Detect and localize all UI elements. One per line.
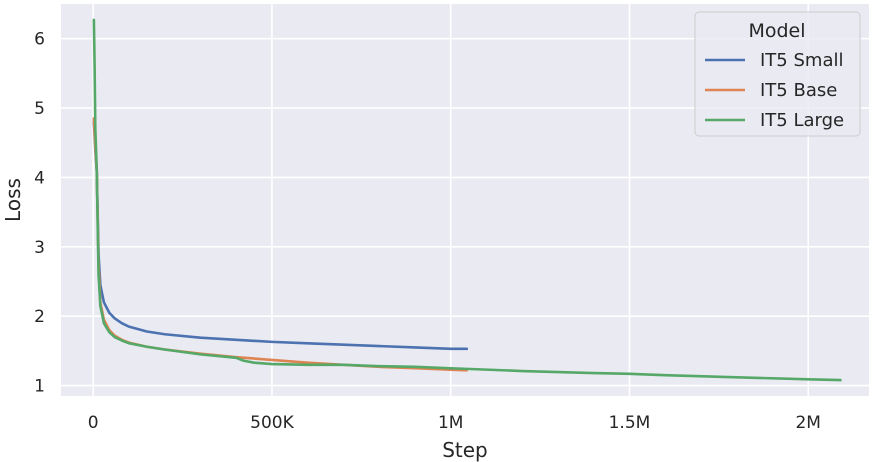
legend-box (694, 11, 861, 137)
y-tick-label: 2 (34, 307, 45, 327)
x-tick-label: 500K (250, 413, 294, 433)
series-lines (92, 18, 842, 382)
x-axis-ticks: 0 500K 1M 1.5M 2M (88, 413, 821, 433)
x-axis-title: Step (442, 438, 488, 462)
y-tick-label: 4 (34, 168, 45, 188)
series-line-it5-large (92, 18, 842, 382)
legend-label: IT5 Base (760, 80, 837, 101)
legend-label: IT5 Large (760, 110, 844, 131)
y-tick-label: 6 (34, 30, 45, 50)
y-tick-label: 1 (34, 377, 45, 397)
x-tick-label: 0 (88, 413, 99, 433)
legend: Model IT5 Small IT5 Base IT5 Large (694, 11, 861, 137)
x-tick-label: 2M (795, 413, 820, 433)
y-tick-label: 3 (34, 238, 45, 258)
x-tick-label: 1M (438, 413, 463, 433)
legend-items: IT5 Small IT5 Base IT5 Large (705, 50, 844, 131)
legend-item: IT5 Small (705, 50, 843, 71)
x-tick-label: 1.5M (609, 413, 651, 433)
y-tick-label: 5 (34, 99, 45, 119)
y-axis-title: Loss (1, 178, 25, 222)
legend-item: IT5 Base (705, 80, 837, 101)
legend-item: IT5 Large (705, 110, 844, 131)
legend-label: IT5 Small (760, 50, 843, 71)
y-axis-ticks: 1 2 3 4 5 6 (34, 30, 45, 397)
legend-title: Model (748, 20, 805, 42)
